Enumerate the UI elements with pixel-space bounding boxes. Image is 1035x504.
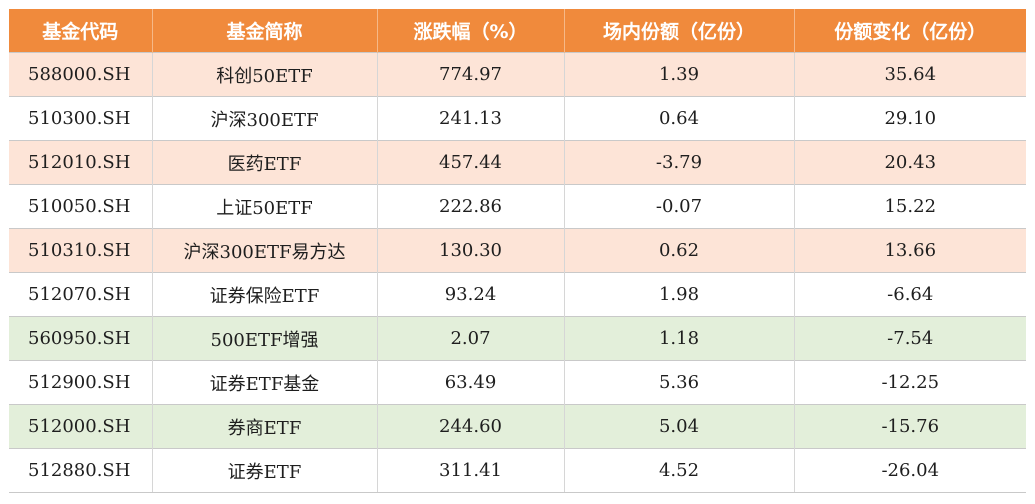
table-header-row: 基金代码 基金简称 涨跌幅（%） 场内份额（亿份） 份额变化（亿份）: [9, 9, 1026, 53]
change-pct-cell: 774.97: [377, 52, 565, 97]
fund-name-cell: 上证50ETF: [152, 184, 378, 229]
header-change-pct: 涨跌幅（%）: [377, 9, 565, 53]
share-change-cell: 35.64: [794, 52, 1026, 97]
share-change-cell: -15.76: [794, 404, 1026, 449]
fund-name-cell: 沪深300ETF易方达: [152, 228, 378, 273]
header-share-change: 份额变化（亿份）: [794, 9, 1026, 53]
fund-code-cell: 588000.SH: [9, 52, 153, 97]
fund-name-cell: 沪深300ETF: [152, 96, 378, 141]
table-row: 512070.SH 证券保险ETF 93.24 1.98 -6.64: [9, 272, 1026, 317]
fund-name-cell: 证券ETF基金: [152, 360, 378, 405]
table-row: 512900.SH 证券ETF基金 63.49 5.36 -12.25: [9, 360, 1026, 405]
change-pct-cell: 222.86: [377, 184, 565, 229]
share-change-cell: 13.66: [794, 228, 1026, 273]
change-pct-cell: 130.30: [377, 228, 565, 273]
exchange-shares-cell: 0.62: [564, 228, 795, 273]
fund-name-cell: 科创50ETF: [152, 52, 378, 97]
fund-name-cell: 医药ETF: [152, 140, 378, 185]
header-fund-code: 基金代码: [9, 9, 153, 53]
fund-name-cell: 500ETF增强: [152, 316, 378, 361]
table-row: 512880.SH 证券ETF 311.41 4.52 -26.04: [9, 448, 1026, 493]
fund-code-cell: 512070.SH: [9, 272, 153, 317]
change-pct-cell: 2.07: [377, 316, 565, 361]
exchange-shares-cell: 4.52: [564, 448, 795, 493]
table-row: 512010.SH 医药ETF 457.44 -3.79 20.43: [9, 140, 1026, 185]
fund-code-cell: 510300.SH: [9, 96, 153, 141]
fund-code-cell: 510050.SH: [9, 184, 153, 229]
fund-name-cell: 券商ETF: [152, 404, 378, 449]
exchange-shares-cell: -3.79: [564, 140, 795, 185]
change-pct-cell: 93.24: [377, 272, 565, 317]
fund-code-cell: 560950.SH: [9, 316, 153, 361]
fund-code-cell: 512900.SH: [9, 360, 153, 405]
share-change-cell: -6.64: [794, 272, 1026, 317]
fund-name-cell: 证券保险ETF: [152, 272, 378, 317]
fund-code-cell: 512880.SH: [9, 448, 153, 493]
table-row: 560950.SH 500ETF增强 2.07 1.18 -7.54: [9, 316, 1026, 361]
exchange-shares-cell: 1.18: [564, 316, 795, 361]
exchange-shares-cell: 0.64: [564, 96, 795, 141]
change-pct-cell: 241.13: [377, 96, 565, 141]
header-fund-name: 基金简称: [152, 9, 378, 53]
change-pct-cell: 457.44: [377, 140, 565, 185]
share-change-cell: 20.43: [794, 140, 1026, 185]
etf-share-change-table: 基金代码 基金简称 涨跌幅（%） 场内份额（亿份） 份额变化（亿份） 58800…: [9, 9, 1026, 493]
table-row: 512000.SH 券商ETF 244.60 5.04 -15.76: [9, 404, 1026, 449]
share-change-cell: 29.10: [794, 96, 1026, 141]
table-row: 510300.SH 沪深300ETF 241.13 0.64 29.10: [9, 96, 1026, 141]
exchange-shares-cell: 5.04: [564, 404, 795, 449]
exchange-shares-cell: 5.36: [564, 360, 795, 405]
share-change-cell: -12.25: [794, 360, 1026, 405]
table-row: 510310.SH 沪深300ETF易方达 130.30 0.62 13.66: [9, 228, 1026, 273]
change-pct-cell: 244.60: [377, 404, 565, 449]
change-pct-cell: 311.41: [377, 448, 565, 493]
header-exchange-shares: 场内份额（亿份）: [564, 9, 795, 53]
fund-name-cell: 证券ETF: [152, 448, 378, 493]
table-row: 510050.SH 上证50ETF 222.86 -0.07 15.22: [9, 184, 1026, 229]
exchange-shares-cell: -0.07: [564, 184, 795, 229]
exchange-shares-cell: 1.39: [564, 52, 795, 97]
fund-code-cell: 512010.SH: [9, 140, 153, 185]
share-change-cell: 15.22: [794, 184, 1026, 229]
fund-code-cell: 510310.SH: [9, 228, 153, 273]
fund-code-cell: 512000.SH: [9, 404, 153, 449]
change-pct-cell: 63.49: [377, 360, 565, 405]
exchange-shares-cell: 1.98: [564, 272, 795, 317]
table-row: 588000.SH 科创50ETF 774.97 1.39 35.64: [9, 52, 1026, 97]
share-change-cell: -26.04: [794, 448, 1026, 493]
share-change-cell: -7.54: [794, 316, 1026, 361]
